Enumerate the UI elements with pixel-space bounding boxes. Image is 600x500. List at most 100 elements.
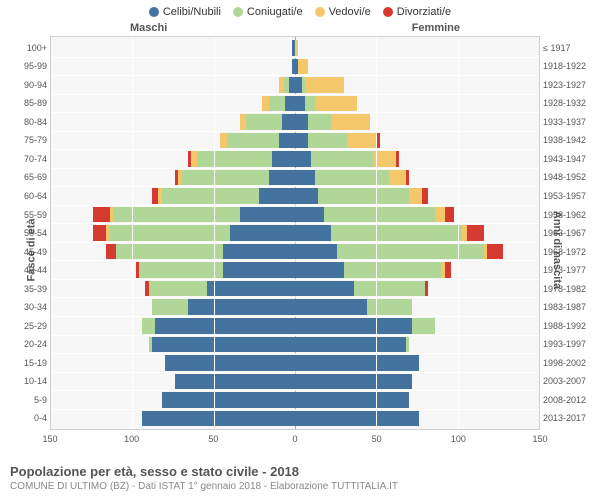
chart-subtitle: COMUNE DI ULTIMO (BZ) - Dati ISTAT 1° ge… [10, 481, 590, 492]
age-label: 30-34 [24, 302, 51, 312]
bar-segment [295, 170, 315, 186]
age-label: 45-49 [24, 247, 51, 257]
age-label: 100+ [27, 43, 51, 53]
bar-segment [467, 225, 483, 241]
pyramid-row: 35-391978-1982 [51, 279, 539, 298]
birth-year-label: 1928-1932 [539, 98, 586, 108]
age-label: 60-64 [24, 191, 51, 201]
age-label: 20-24 [24, 339, 51, 349]
bar-segment [406, 170, 409, 186]
bar-segment [246, 114, 282, 130]
pyramid-row: 65-691948-1952 [51, 168, 539, 187]
bar-segment [110, 225, 230, 241]
x-tick: 150 [42, 434, 57, 444]
pyramid-row: 80-841933-1937 [51, 112, 539, 131]
birth-year-label: 1918-1922 [539, 61, 586, 71]
birth-year-label: 1973-1977 [539, 265, 586, 275]
bar-segment [412, 318, 435, 334]
bar-segment [331, 225, 461, 241]
age-label: 25-29 [24, 321, 51, 331]
bar-segment [93, 207, 109, 223]
bar-segment [240, 207, 295, 223]
legend-label: Coniugati/e [247, 6, 303, 18]
legend-item: Celibi/Nubili [149, 6, 221, 18]
bar-segment [295, 355, 419, 371]
bar-male [51, 114, 295, 130]
bar-segment [396, 151, 399, 167]
bar-segment [230, 225, 295, 241]
bar-male [51, 225, 295, 241]
bar-segment [308, 114, 331, 130]
x-tick: 100 [124, 434, 139, 444]
birth-year-label: 1993-1997 [539, 339, 586, 349]
pyramid-row: 90-941923-1927 [51, 75, 539, 94]
bar-male [51, 188, 295, 204]
bar-male [51, 374, 295, 390]
bar-segment [367, 299, 413, 315]
legend-item: Coniugati/e [233, 6, 303, 18]
bar-segment [227, 133, 279, 149]
age-label: 65-69 [24, 172, 51, 182]
bar-segment [181, 170, 269, 186]
bar-male [51, 40, 295, 56]
bar-female [295, 355, 539, 371]
legend-label: Divorziati/e [397, 6, 451, 18]
bar-segment [295, 262, 344, 278]
pyramid-row: 10-142003-2007 [51, 372, 539, 391]
legend-label: Celibi/Nubili [163, 6, 221, 18]
bar-female [295, 225, 539, 241]
bar-male [51, 299, 295, 315]
bar-male [51, 411, 295, 427]
gridline [376, 37, 377, 429]
bar-segment [422, 188, 429, 204]
bar-segment [139, 262, 224, 278]
x-tick: 0 [292, 434, 297, 444]
bar-segment [106, 244, 116, 260]
bar-segment [445, 262, 452, 278]
bar-segment [295, 337, 406, 353]
gridline [458, 37, 459, 429]
legend-dot [383, 7, 393, 17]
bar-segment [318, 188, 409, 204]
bar-segment [347, 133, 376, 149]
age-label: 95-99 [24, 61, 51, 71]
bar-segment [311, 151, 373, 167]
age-label: 80-84 [24, 117, 51, 127]
legend-item: Vedovi/e [315, 6, 371, 18]
legend-dot [233, 7, 243, 17]
pyramid-row: 40-441973-1977 [51, 260, 539, 279]
bar-female [295, 281, 539, 297]
birth-year-label: ≤ 1917 [539, 43, 570, 53]
bar-female [295, 207, 539, 223]
bar-male [51, 392, 295, 408]
bar-segment [295, 392, 409, 408]
age-label: 15-19 [24, 358, 51, 368]
bar-female [295, 59, 539, 75]
bar-male [51, 281, 295, 297]
bar-male [51, 207, 295, 223]
footer: Popolazione per età, sesso e stato civil… [10, 464, 590, 492]
bar-segment [295, 318, 412, 334]
bar-segment [93, 225, 106, 241]
birth-year-label: 1933-1937 [539, 117, 586, 127]
pyramid-row: 60-641953-1957 [51, 186, 539, 205]
bar-segment [324, 207, 435, 223]
age-label: 35-39 [24, 284, 51, 294]
bar-segment [389, 170, 405, 186]
bar-segment [295, 281, 354, 297]
pyramid-row: 5-92008-2012 [51, 390, 539, 409]
bar-female [295, 244, 539, 260]
bar-male [51, 337, 295, 353]
bar-segment [295, 207, 324, 223]
age-label: 75-79 [24, 135, 51, 145]
bar-segment [295, 411, 419, 427]
pyramid-row: 30-341983-1987 [51, 297, 539, 316]
legend-dot [149, 7, 159, 17]
bar-segment [207, 281, 295, 297]
birth-year-label: 1998-2002 [539, 358, 586, 368]
age-label: 50-54 [24, 228, 51, 238]
bar-segment [285, 96, 295, 112]
gridline [132, 37, 133, 429]
birth-year-label: 1983-1987 [539, 302, 586, 312]
bar-segment [295, 96, 305, 112]
